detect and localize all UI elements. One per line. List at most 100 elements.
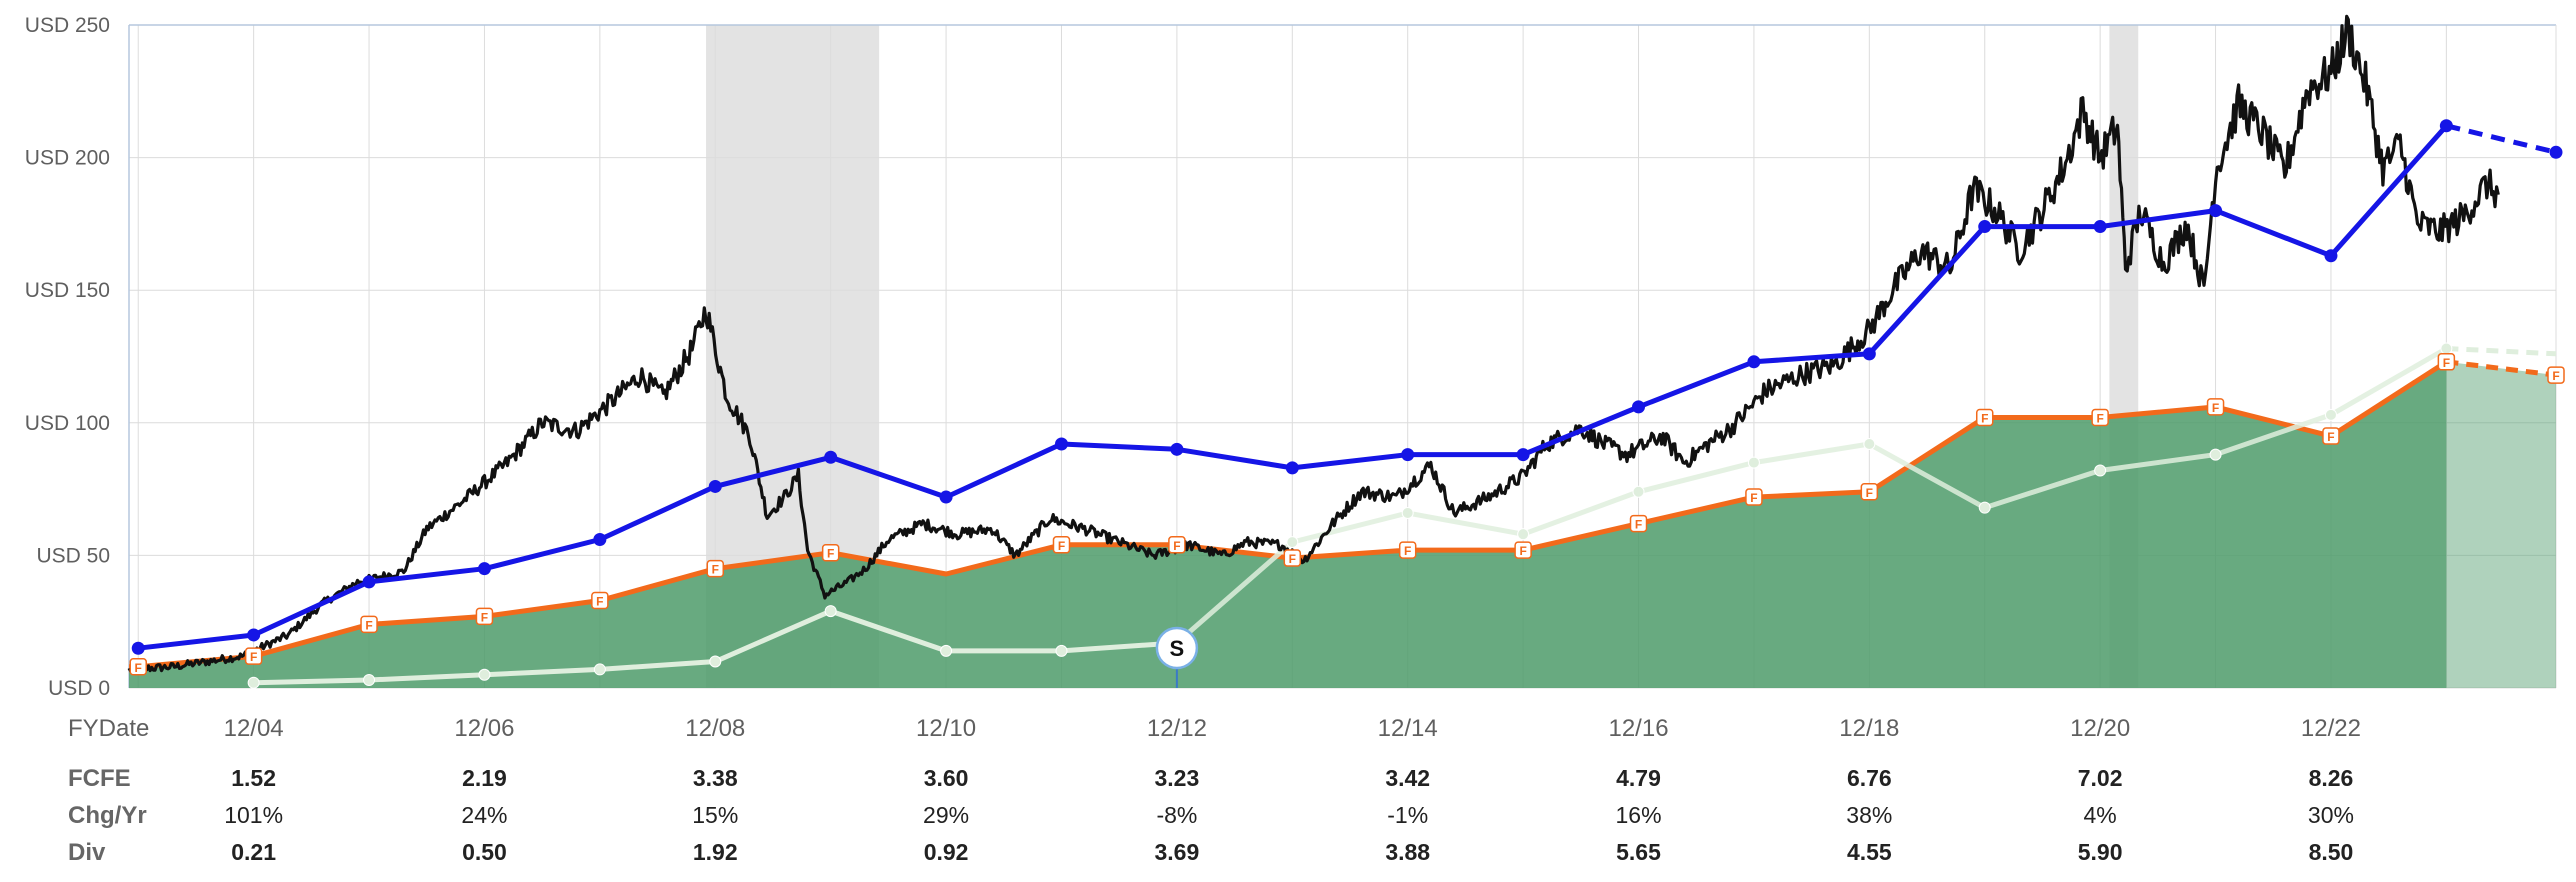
f-marker-box <box>2547 366 2565 384</box>
f-marker-label: F <box>827 547 834 561</box>
blue-series-point <box>1632 400 1646 414</box>
f-marker-label: F <box>135 661 142 675</box>
white-series-point <box>2324 408 2337 421</box>
blue-series-point <box>2209 204 2223 218</box>
flag-circle <box>1155 626 1199 670</box>
blue-series-point <box>1978 220 1992 234</box>
blue-series-point <box>824 450 838 464</box>
table-row-label: FCFE <box>68 765 131 792</box>
f-marker-box <box>1283 549 1302 567</box>
white-series-point <box>1055 644 1068 657</box>
fair-value-area <box>129 359 2557 688</box>
table-cell: 0.21 <box>231 839 276 865</box>
y-tick-label: USD 100 <box>25 412 110 435</box>
table-cell: 3.88 <box>1385 839 1430 865</box>
white-series-point <box>363 674 376 687</box>
f-marker-box <box>2322 427 2340 445</box>
table-cell: 0.92 <box>924 839 969 865</box>
table-row-label: Div <box>68 839 106 866</box>
f-marker-box <box>1052 536 1071 554</box>
x-tick-label: 12/22 <box>2301 715 2361 742</box>
table-cell: 8.26 <box>2309 765 2354 791</box>
table-cell: 3.60 <box>924 765 969 791</box>
f-marker-box <box>1860 483 1879 501</box>
f-marker-box <box>1629 514 1648 533</box>
table-cell: -8% <box>1156 802 1197 828</box>
f-marker-label: F <box>2552 369 2559 383</box>
blue-series-point <box>2549 145 2563 159</box>
table-cell: 4.55 <box>1847 839 1892 865</box>
f-marker-label: F <box>1750 491 1757 505</box>
blue-series-point <box>1285 461 1299 475</box>
f-marker-label: F <box>481 610 488 624</box>
white-series-point <box>1747 456 1760 469</box>
f-marker-box <box>2437 353 2456 371</box>
table-cell: 3.23 <box>1155 765 1200 791</box>
fair-value-fill <box>129 361 2447 688</box>
table-cell: 4% <box>2084 802 2117 828</box>
f-marker-label: F <box>1981 411 1988 425</box>
x-tick-label: 12/20 <box>2070 715 2130 742</box>
blue-series-point <box>1054 437 1068 451</box>
table-cell: 30% <box>2308 802 2354 828</box>
f-marker-box <box>1975 408 1994 427</box>
white-series-point <box>2440 342 2453 355</box>
y-tick-label: USD 200 <box>25 147 110 170</box>
white-series-point <box>824 605 837 618</box>
f-marker-box <box>1168 536 1186 554</box>
table-cell: 3.69 <box>1155 839 1200 865</box>
white-series-point <box>247 676 260 689</box>
x-tick-label: 12/18 <box>1839 715 1899 742</box>
white-series-point <box>2094 464 2107 477</box>
blue-series-point <box>593 532 607 546</box>
x-tick-label: 12/14 <box>1378 715 1438 742</box>
blue-series-point <box>247 628 261 642</box>
y-tick-label: USD 250 <box>25 14 110 37</box>
table-cell: 2.19 <box>462 765 507 791</box>
blue-series-point <box>1516 448 1530 462</box>
f-marker-box <box>821 543 840 562</box>
y-tick-label: USD 50 <box>36 544 110 567</box>
f-marker-label: F <box>365 618 372 632</box>
f-marker-label: F <box>596 594 603 608</box>
f-marker-label: F <box>1635 518 1642 532</box>
blue-series-point <box>1862 347 1876 361</box>
table-cell: 7.02 <box>2078 765 2123 791</box>
data-table: FCFE 1.52 2.19 3.38 3.60 3.23 3.42 4.79 6.76 7.02… <box>68 765 2354 866</box>
fair-value-estimate-fill <box>2446 361 2556 688</box>
f-marker-box <box>360 615 378 634</box>
table-cell: 1.52 <box>231 765 276 791</box>
f-marker-label: F <box>1866 486 1873 500</box>
f-marker-box <box>1745 488 1763 506</box>
table-cell: 38% <box>1846 802 1892 828</box>
blue-series-point <box>2093 220 2107 234</box>
white-series-point <box>1401 506 1414 519</box>
f-marker-box <box>1398 541 1417 559</box>
table-cell: 24% <box>461 802 507 828</box>
price-line <box>127 14 2500 674</box>
blue-series-point <box>2439 119 2453 133</box>
f-marker-box <box>591 591 609 610</box>
table-cell: 3.42 <box>1385 765 1430 791</box>
white-series-point <box>1978 501 1991 514</box>
f-marker-box <box>244 647 263 665</box>
f-marker-label: F <box>1058 539 1065 553</box>
white-series-point <box>478 668 491 681</box>
f-marker-label: F <box>1519 544 1526 558</box>
table-cell: 1.92 <box>693 839 738 865</box>
x-tick-label: 12/10 <box>916 715 976 742</box>
blue-series-point <box>1747 355 1761 369</box>
table-row-label: Chg/Yr <box>68 802 147 829</box>
x-tick-label: 12/06 <box>454 715 514 742</box>
f-marker-box <box>129 658 147 676</box>
table-cell: 8.50 <box>2309 839 2354 865</box>
f-marker-box <box>475 607 494 626</box>
table-cell: 4.79 <box>1616 765 1661 791</box>
f-marker-label: F <box>2443 356 2450 370</box>
chart-markers: F F F F F F F F F F F F F F F F F F F F F S <box>129 119 2565 689</box>
white-series-estimate-line <box>2446 346 2557 357</box>
table-cell: 15% <box>692 802 738 828</box>
f-marker-label: F <box>2212 401 2219 415</box>
x-axis-first-label: FYDate <box>68 715 149 742</box>
